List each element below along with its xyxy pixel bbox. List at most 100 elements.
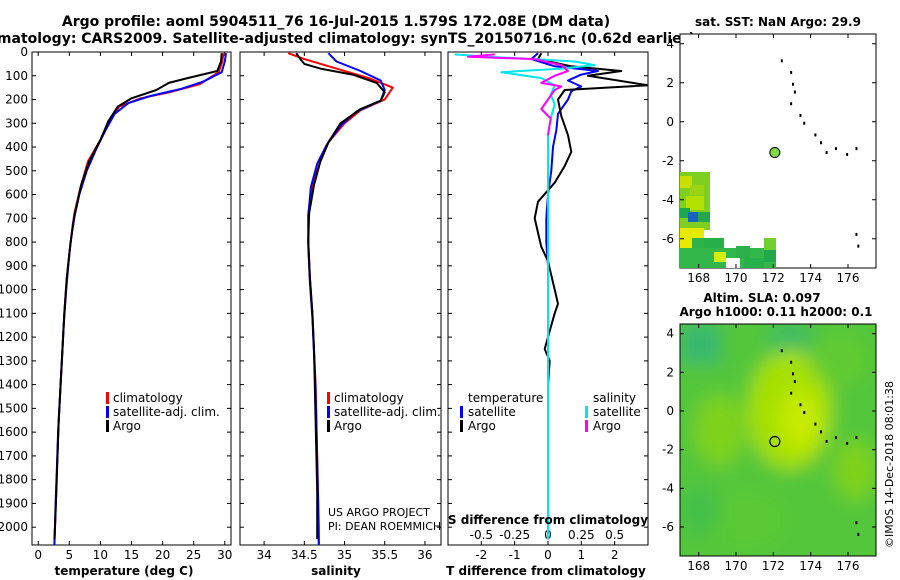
legend-label-s-satellite: satellite	[593, 405, 641, 419]
legend-swatch-climatology	[106, 392, 109, 404]
legend-label-satellite: satellite-adj. clim.	[334, 405, 441, 419]
legend-label-s-argo: Argo	[593, 419, 621, 433]
depth-tick-label: 600	[5, 188, 28, 202]
sla-map-islands	[780, 349, 860, 536]
island-mark	[792, 372, 794, 376]
island-mark	[793, 380, 796, 384]
island-mark	[857, 244, 860, 248]
depth-tick-label: 300	[5, 116, 28, 130]
map-y-tick-label: 2	[666, 365, 674, 379]
legend-swatch-t-satellite	[460, 406, 463, 418]
depth-tick-label: 0	[20, 45, 28, 59]
island-mark	[780, 59, 783, 63]
map-x-tick-label: 170	[725, 271, 748, 285]
x-tick-label: 1	[578, 548, 586, 562]
map-y-tick-label: 2	[666, 76, 674, 90]
island-mark	[820, 141, 822, 145]
legend-swatch-s-satellite	[585, 406, 588, 418]
island-mark	[814, 133, 817, 137]
series-line-t-argo	[533, 52, 648, 540]
temperature-series	[53, 53, 227, 546]
series-line-climatology	[53, 53, 225, 546]
depth-tick-label: 1700	[0, 449, 28, 463]
figure-title-line-2: Climatology: CARS2009. Satellite-adjuste…	[0, 31, 695, 47]
temperature-xlabel: temperature (deg C)	[55, 564, 194, 578]
island-mark	[825, 151, 828, 154]
sla-map-argo-marker	[769, 435, 781, 448]
sla-map-title-line-1: Altim. SLA: 0.097	[703, 291, 820, 305]
series-line-argo	[295, 52, 386, 540]
temperature-panel-frame	[31, 51, 232, 546]
island-mark	[799, 403, 802, 407]
sla-map-field	[680, 324, 876, 556]
map-y-tick-label: -6	[662, 520, 674, 534]
temperature-legend: climatology satellite-adj. clim. Argo	[106, 391, 220, 433]
s-tick-label: -0.5	[470, 528, 493, 542]
island-mark	[792, 82, 794, 86]
legend-header-temperature: temperature	[468, 391, 543, 405]
x-tick-label: 36	[417, 548, 432, 562]
depth-tick-label: 1000	[0, 283, 28, 297]
map-y-tick-label: -6	[662, 232, 674, 246]
depth-tick-label: 500	[5, 164, 28, 178]
depth-tick-label: 1400	[0, 378, 28, 392]
x-tick-label: 5	[65, 548, 73, 562]
x-tick-label: -2	[475, 548, 487, 562]
project-annotation-line-1: US ARGO PROJECT	[328, 506, 430, 519]
difference-series	[454, 52, 648, 540]
map-x-tick-label: 172	[762, 559, 785, 573]
series-line-s-satellite	[454, 53, 596, 540]
legend-swatch-argo	[106, 420, 109, 432]
map-y-tick-label: 0	[666, 115, 674, 129]
difference-xlabel: T difference from climatology	[446, 564, 646, 578]
figure-title-line-1: Argo profile: aoml 5904511_76 16-Jul-201…	[62, 14, 610, 30]
map-y-tick-label: -4	[662, 481, 674, 495]
island-mark	[799, 113, 802, 117]
map-x-tick-label: 170	[725, 559, 748, 573]
island-mark	[790, 71, 793, 75]
x-tick-label: 10	[93, 548, 108, 562]
map-y-tick-label: -4	[662, 193, 674, 207]
map-x-tick-label: 174	[799, 559, 822, 573]
legend-header-salinity: salinity	[593, 391, 636, 405]
depth-tick-label: 1100	[0, 306, 28, 320]
s-tick-label: 0.25	[568, 528, 595, 542]
series-line-satellite-adj-clim-	[307, 52, 386, 546]
island-mark	[790, 391, 793, 395]
x-tick-label: 34.5	[291, 548, 318, 562]
s-tick-label: 0.5	[605, 528, 624, 542]
island-mark	[857, 532, 860, 536]
x-tick-label: 35.5	[371, 548, 398, 562]
x-tick-label: 0	[544, 548, 552, 562]
legend-swatch-argo	[327, 420, 330, 432]
map-x-tick-label: 168	[687, 559, 710, 573]
island-mark	[855, 521, 858, 525]
island-mark	[846, 441, 849, 445]
island-mark	[846, 152, 849, 156]
depth-tick-label: 100	[5, 69, 28, 83]
series-line-satellite-adj-clim-	[53, 53, 227, 546]
depth-axis: 0 100 200 300 400 500 600 700 800 900 1000 1100 1200…	[0, 45, 648, 534]
island-mark	[803, 411, 806, 414]
island-mark	[834, 147, 837, 151]
legend-label-satellite: satellite-adj. clim.	[113, 405, 220, 419]
temperature-x-axis: 0 5 10 15 20 25 30	[34, 52, 232, 562]
depth-tick-label: 700	[5, 211, 28, 225]
salinity-panel-frame	[239, 51, 442, 546]
x-tick-label: 35	[337, 548, 352, 562]
x-tick-label: 2	[611, 548, 619, 562]
difference-x-axes: -2 -1 0 1 2-0.5 -0.25 0 0.25 0.5	[470, 52, 624, 562]
map-y-tick-label: -2	[662, 154, 674, 168]
depth-tick-label: 1600	[0, 425, 28, 439]
legend-label-t-argo: Argo	[468, 419, 496, 433]
sla-map-axes: 168 170 172 174 176 4 2 0 -2 -4 -6	[662, 324, 876, 573]
sla-map-title-line-2: Argo h1000: 0.11 h2000: 0.1	[679, 305, 872, 319]
depth-tick-label: 400	[5, 140, 28, 154]
imos-footer: ©IMOS 14-Dec-2018 08:01:38	[883, 381, 896, 548]
x-tick-label: 15	[124, 548, 139, 562]
salinity-x-axis: 34 34.5 35 35.5 36	[256, 52, 433, 562]
sla-map: 168 170 172 174 176 4 2 0 -2 -4 -6	[662, 323, 877, 573]
map-y-tick-label: 0	[666, 404, 674, 418]
island-mark	[834, 436, 837, 440]
